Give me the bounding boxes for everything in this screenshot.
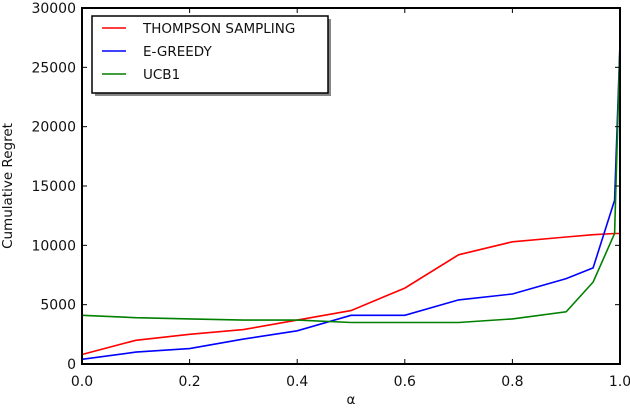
x-tick-label: 0.6 xyxy=(394,374,416,390)
series-lines xyxy=(81,43,621,361)
x-tick-label: 0.2 xyxy=(178,374,200,390)
legend-entry: E-GREEDY xyxy=(143,44,212,60)
axis-ticks: 0.0 0.2 0.4 0.6 0.8 1.0 0 5000 10000 15000 20000 25… xyxy=(31,1,630,390)
y-tick-label: 30000 xyxy=(31,1,76,17)
series-line-1 xyxy=(81,43,621,361)
legend-entry: UCB1 xyxy=(143,67,180,83)
y-tick-label: 15000 xyxy=(31,179,76,195)
y-tick-label: 20000 xyxy=(31,120,76,136)
y-axis-label: Cumulative Regret xyxy=(0,123,16,249)
x-tick-label: 0.4 xyxy=(286,374,308,390)
legend-entry: THOMPSON SAMPLING xyxy=(142,21,295,37)
x-tick-label: 0.8 xyxy=(501,374,523,390)
series-line-2 xyxy=(81,43,621,324)
x-tick-label: 0.0 xyxy=(71,374,93,390)
legend: THOMPSON SAMPLING E-GREEDY UCB1 xyxy=(91,15,331,96)
x-axis-label: α xyxy=(347,392,356,408)
y-tick-label: 5000 xyxy=(40,298,76,314)
legend-box xyxy=(91,15,329,94)
x-tick-label: 1.0 xyxy=(609,374,630,390)
y-tick-label: 10000 xyxy=(31,238,76,254)
y-tick-label: 25000 xyxy=(31,60,76,76)
y-tick-label: 0 xyxy=(67,357,76,373)
series-line-0 xyxy=(81,232,620,356)
